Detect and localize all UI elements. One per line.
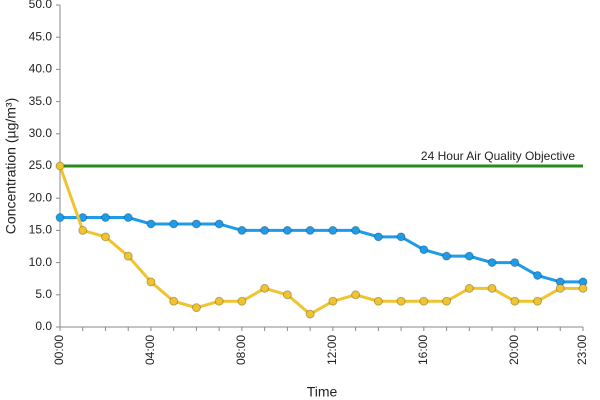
data-point (328, 225, 338, 235)
y-tick-label: 20.0 (29, 190, 53, 204)
y-tick-label: 50.0 (29, 0, 53, 11)
x-tick-label: 00:00 (52, 335, 66, 365)
data-point (351, 225, 361, 235)
data-point (578, 283, 588, 293)
data-point (214, 219, 224, 229)
data-point (123, 213, 133, 223)
data-point (55, 213, 65, 223)
data-point (260, 225, 270, 235)
data-point (282, 225, 292, 235)
data-point (533, 296, 543, 306)
data-point (419, 296, 429, 306)
y-tick-label: 5.0 (35, 287, 52, 301)
y-tick-label: 10.0 (29, 255, 53, 269)
data-point (442, 296, 452, 306)
x-tick-label: 12:00 (325, 335, 339, 365)
y-tick-label: 45.0 (29, 29, 53, 43)
data-point (351, 290, 361, 300)
x-tick-label: 04:00 (143, 335, 157, 365)
x-axis-title: Time (307, 384, 338, 400)
data-point (305, 225, 315, 235)
data-point (419, 245, 429, 255)
data-point (237, 225, 247, 235)
data-point (305, 309, 315, 319)
x-tick-label: 23:00 (575, 335, 589, 365)
data-point (487, 283, 497, 293)
y-axis-title: Concentration (µg/m³) (3, 98, 19, 234)
y-tick-label: 35.0 (29, 94, 53, 108)
x-tick-label: 08:00 (234, 335, 248, 365)
data-point (55, 161, 65, 171)
data-point (146, 219, 156, 229)
data-point (237, 296, 247, 306)
data-point (555, 283, 565, 293)
data-point (123, 251, 133, 261)
data-point (100, 232, 110, 242)
x-tick-label: 20:00 (507, 335, 521, 365)
data-point (78, 225, 88, 235)
data-point (487, 258, 497, 268)
x-tick-label: 16:00 (416, 335, 430, 365)
data-point (328, 296, 338, 306)
series-line (60, 216, 583, 284)
data-point (373, 296, 383, 306)
data-point (396, 232, 406, 242)
data-point (510, 296, 520, 306)
data-point (214, 296, 224, 306)
data-point (373, 232, 383, 242)
series-line (58, 165, 583, 316)
y-tick-label: 25.0 (29, 158, 53, 172)
data-point (464, 283, 474, 293)
annotation: 24 Hour Air Quality Objective (421, 149, 575, 163)
data-point (442, 251, 452, 261)
data-point (100, 213, 110, 223)
data-point (191, 219, 201, 229)
data-point (146, 277, 156, 287)
data-point (464, 251, 474, 261)
data-point (169, 219, 179, 229)
y-tick-label: 15.0 (29, 223, 53, 237)
y-tick-label: 30.0 (29, 126, 53, 140)
y-tick-label: 0.0 (35, 319, 52, 333)
data-point (191, 303, 201, 313)
data-point (510, 258, 520, 268)
y-tick-label: 40.0 (29, 62, 53, 76)
data-point (260, 283, 270, 293)
data-point (169, 296, 179, 306)
data-point (533, 270, 543, 280)
data-point (396, 296, 406, 306)
data-point (282, 290, 292, 300)
